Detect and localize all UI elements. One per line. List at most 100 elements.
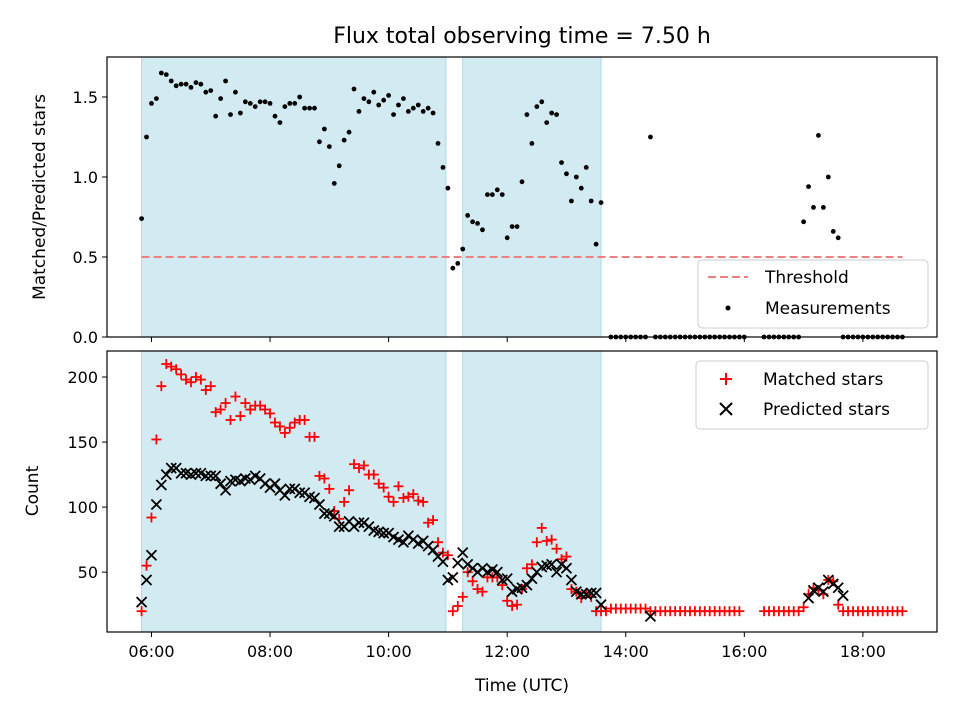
predicted-star-marker <box>135 596 148 608</box>
matched-star-marker <box>309 431 320 442</box>
bottom-y-tick-label: 200 <box>67 368 98 387</box>
x-axis-label: Time (UTC) <box>474 676 569 696</box>
matched-star-marker <box>146 512 157 523</box>
matched-star-marker <box>452 600 463 611</box>
measurement-point <box>396 102 401 108</box>
measurement-point <box>242 99 248 105</box>
measurement-point <box>410 105 416 111</box>
measurement-point <box>144 134 149 140</box>
predicted-star-marker <box>437 556 449 568</box>
matched-star-marker <box>368 469 379 480</box>
measurement-point <box>331 181 337 186</box>
measurement-point <box>465 213 471 218</box>
matched-legend-swatch <box>720 373 732 385</box>
measurement-point <box>193 80 199 85</box>
measurement-point <box>480 227 485 233</box>
matched-star-marker <box>442 550 453 561</box>
predicted-star-marker <box>219 484 232 496</box>
measurement-point <box>578 185 584 191</box>
measurement-point <box>149 101 154 106</box>
matched-star-marker <box>734 606 745 617</box>
matched-star-marker <box>457 591 468 602</box>
measurement-point <box>178 81 184 87</box>
measurement-point <box>366 99 372 105</box>
matched-star-marker <box>195 374 206 385</box>
measurement-point <box>257 99 263 105</box>
bottom-y-axis-label: Count <box>23 465 43 516</box>
measurement-point <box>183 81 189 87</box>
predicted-legend-swatch <box>719 402 733 416</box>
predicted-star-marker <box>328 510 340 522</box>
matched-star-marker <box>284 422 295 433</box>
predicted-star-marker <box>457 547 469 559</box>
matched-star-marker <box>897 606 908 617</box>
measurement-point <box>292 101 298 106</box>
x-axis-ticks: 06:00 08:00 10:00 12:00 14:00 16:00 18:00 <box>128 337 886 661</box>
predicted-star-marker <box>560 562 573 574</box>
bottom-y-axis-ticks: 50 100 150 200 <box>67 368 107 582</box>
predicted-star-marker <box>595 599 607 611</box>
predicted-star-marker <box>565 574 578 586</box>
x-tick-label: 16:00 <box>721 642 767 661</box>
predicted-star-markers <box>135 462 849 623</box>
measurement-point <box>445 185 451 191</box>
top-y-tick-label: 0.0 <box>73 328 98 347</box>
predicted-star-marker <box>590 587 602 599</box>
predicted-star-marker <box>205 470 217 482</box>
measurement-point <box>569 198 574 204</box>
matched-star-marker <box>274 421 285 432</box>
top-legend: Threshold Measurements <box>697 259 929 329</box>
matched-star-marker <box>546 534 557 545</box>
measurement-point <box>489 192 495 198</box>
predicted-star-marker <box>190 467 202 479</box>
measurement-point <box>820 205 826 210</box>
measurement-point <box>158 70 164 76</box>
measurement-point <box>504 235 510 241</box>
x-tick-label: 06:00 <box>128 642 174 661</box>
measurement-point <box>598 200 604 206</box>
measurement-point <box>198 81 204 87</box>
bottom-observing-windows <box>141 350 602 633</box>
measurement-point <box>391 112 396 117</box>
measurement-point <box>499 192 505 198</box>
top-y-tick-label: 1.0 <box>73 168 98 187</box>
matched-star-marker <box>393 481 404 492</box>
matched-star-marker <box>319 473 330 484</box>
predicted-star-marker <box>526 573 538 585</box>
matched-star-marker <box>339 496 350 507</box>
matched-star-marker <box>230 391 241 402</box>
predicted-star-marker <box>378 527 390 539</box>
matched-star-marker <box>428 515 439 526</box>
x-tick-label: 08:00 <box>247 642 293 661</box>
measurement-point <box>381 97 387 103</box>
measurement-point <box>430 110 436 116</box>
measurement-point <box>830 229 836 234</box>
predicted-star-marker <box>214 478 227 490</box>
measurement-point <box>203 89 209 95</box>
observing-window <box>462 56 602 338</box>
measurement-point <box>272 113 278 119</box>
top-legend-box <box>697 259 929 329</box>
matched-star-marker <box>551 543 562 554</box>
matched-star-marker <box>502 595 513 606</box>
top-axes-frame <box>106 56 938 338</box>
matched-star-marker <box>418 496 429 507</box>
measurement-point <box>475 221 480 226</box>
predicted-star-marker <box>160 468 172 481</box>
matched-star-marker <box>512 599 523 610</box>
matched-star-marker <box>225 414 236 425</box>
measurement-point <box>302 105 308 111</box>
predicted-star-marker <box>802 592 815 604</box>
measurement-point <box>341 137 347 143</box>
measurements-legend-swatch <box>725 305 731 311</box>
top-y-axis-label: Matched/Predicted stars <box>30 94 50 300</box>
observing-window <box>141 56 447 338</box>
matched-star-marker <box>240 398 251 409</box>
predicted-star-marker <box>521 579 533 591</box>
measurement-point <box>287 101 293 106</box>
predicted-star-marker <box>397 536 410 548</box>
measurement-point <box>154 96 159 101</box>
measurement-point <box>247 101 253 106</box>
matched-star-marker <box>151 434 162 445</box>
predicted-star-marker <box>427 544 439 556</box>
